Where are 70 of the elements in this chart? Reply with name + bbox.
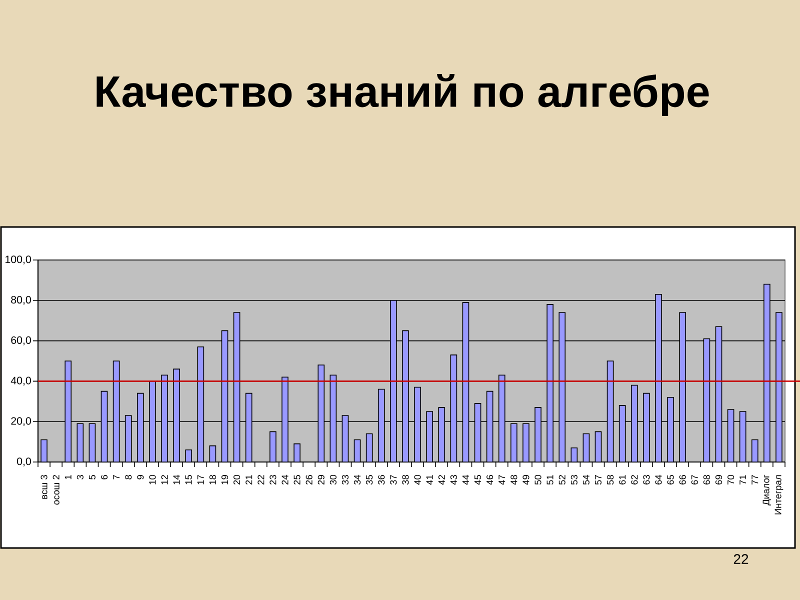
x-tick-label: Диалог bbox=[762, 474, 772, 506]
y-tick-label: 80,0 bbox=[11, 296, 31, 305]
x-tick-label: всш 3 bbox=[40, 475, 48, 499]
x-tick-label: 5 bbox=[88, 475, 96, 480]
x-tick-label: 30 bbox=[330, 474, 336, 485]
y-tick-label: 40,0 bbox=[10, 376, 31, 386]
x-tick-label: 29 bbox=[318, 475, 324, 485]
x-tick-label: 40 bbox=[414, 474, 421, 485]
x-tick-label: 57 bbox=[594, 475, 602, 485]
x-tick-label: 38 bbox=[402, 475, 409, 485]
x-tick-label: 3 bbox=[76, 475, 84, 480]
x-tick-label: 45 bbox=[474, 475, 482, 485]
x-tick-label: 8 bbox=[125, 475, 132, 480]
y-tick-label: 60,0 bbox=[11, 336, 31, 346]
x-tick-label: 43 bbox=[450, 475, 457, 485]
x-tick-label: 53 bbox=[570, 475, 578, 485]
x-tick-label: 19 bbox=[221, 475, 228, 484]
x-tick-label: 69 bbox=[715, 475, 722, 484]
y-tick-label: 100,0 bbox=[6, 256, 31, 264]
x-tick-label: 47 bbox=[498, 475, 506, 485]
x-tick-label: 61 bbox=[619, 475, 626, 484]
text: 22 bbox=[734, 554, 748, 564]
x-tick-label: 10 bbox=[149, 474, 156, 484]
x-tick-label: 66 bbox=[679, 475, 686, 484]
x-tick-label: 22 bbox=[258, 475, 264, 485]
x-tick-label: 9 bbox=[137, 475, 144, 480]
y-tick-label: 20,0 bbox=[11, 417, 31, 426]
y-tick-label: 0,0 bbox=[16, 458, 31, 466]
x-tick-label: 42 bbox=[438, 475, 445, 485]
x-tick-label: 18 bbox=[209, 475, 216, 484]
x-tick-label: 14 bbox=[173, 474, 180, 484]
x-tick-label: 35 bbox=[366, 475, 373, 485]
x-tick-label: 58 bbox=[607, 475, 614, 485]
x-tick-label: 48 bbox=[510, 475, 518, 485]
x-tick-label: 15 bbox=[185, 475, 192, 484]
x-tick-label: 63 bbox=[643, 475, 650, 484]
x-tick-label: 1 bbox=[64, 475, 72, 480]
x-tick-label: 68 bbox=[703, 475, 710, 484]
x-tick-label: 7 bbox=[113, 475, 120, 480]
x-tick-label: 12 bbox=[161, 475, 168, 484]
x-tick-label: 36 bbox=[378, 475, 385, 485]
x-tick-label: 23 bbox=[270, 475, 276, 485]
x-tick-label: 71 bbox=[740, 475, 746, 484]
x-tick-label: 26 bbox=[306, 475, 312, 485]
x-tick-label: 46 bbox=[486, 475, 494, 485]
x-tick-label: 52 bbox=[558, 475, 566, 485]
chart-title: Качество знаний по алгебре bbox=[96, 74, 709, 116]
x-tick-label: 17 bbox=[197, 475, 204, 484]
x-tick-label: 62 bbox=[631, 475, 638, 484]
x-tick-label: 65 bbox=[667, 475, 674, 484]
x-tick-label: 33 bbox=[342, 475, 349, 485]
x-tick-label: Интеграл bbox=[774, 475, 784, 514]
x-tick-label: 50 bbox=[534, 474, 542, 485]
x-tick-label: 49 bbox=[522, 475, 530, 485]
x-tick-label: 34 bbox=[354, 474, 361, 485]
x-tick-label: 77 bbox=[752, 475, 758, 484]
x-tick-label: 6 bbox=[100, 475, 108, 480]
x-tick-label: 20 bbox=[234, 474, 240, 485]
x-tick-label: 24 bbox=[282, 474, 288, 485]
x-tick-label: 54 bbox=[582, 474, 590, 485]
x-tick-label: 70 bbox=[727, 474, 734, 484]
x-tick-label: 37 bbox=[390, 475, 397, 485]
x-tick-label: 25 bbox=[294, 475, 300, 485]
x-tick-label: 67 bbox=[691, 475, 698, 484]
x-tick-label: 21 bbox=[246, 475, 252, 485]
x-tick-label: осош 2 bbox=[52, 475, 60, 505]
x-tick-label: 64 bbox=[655, 474, 662, 484]
x-tick-label: 41 bbox=[426, 475, 433, 485]
x-tick-label: 51 bbox=[546, 475, 554, 485]
x-tick-label: 44 bbox=[462, 474, 469, 485]
